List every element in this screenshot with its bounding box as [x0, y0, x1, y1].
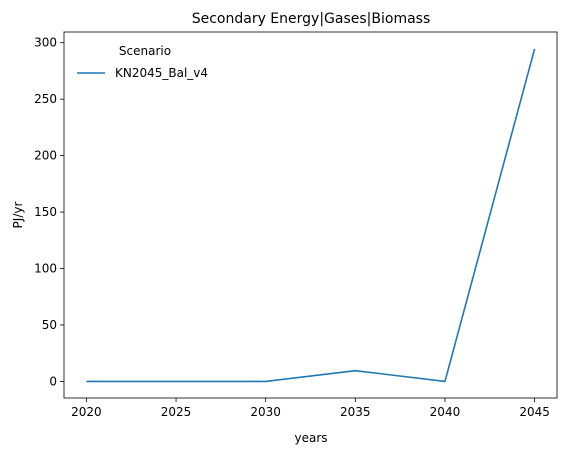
- y-tick-label: 0: [49, 374, 57, 388]
- x-tick-label: 2040: [430, 405, 461, 419]
- y-tick-label: 250: [34, 92, 57, 106]
- y-tick-label: 100: [34, 262, 57, 276]
- plot-frame: [63, 31, 558, 399]
- x-tick-label: 2035: [340, 405, 371, 419]
- legend-title: Scenario: [119, 44, 171, 58]
- x-tick-label: 2025: [161, 405, 192, 419]
- x-axis: 2020 2025 2030 2035 2040 2045: [71, 398, 550, 419]
- plot-area: [63, 31, 558, 399]
- y-tick-label: 150: [34, 205, 57, 219]
- x-axis-label: years: [294, 431, 327, 445]
- y-tick-label: 50: [42, 318, 57, 332]
- legend: Scenario KN2045_Bal_v4: [77, 44, 208, 80]
- legend-entry-kn2045-bal-v4: KN2045_Bal_v4: [115, 66, 208, 80]
- chart-title: Secondary Energy|Gases|Biomass: [192, 11, 431, 27]
- y-tick-label: 200: [34, 149, 57, 163]
- x-tick-label: 2020: [71, 405, 102, 419]
- series-line-kn2045-bal-v4: [86, 48, 536, 383]
- x-tick-label: 2045: [519, 405, 550, 419]
- x-tick-label: 2030: [250, 405, 281, 419]
- series-layer: [86, 48, 536, 383]
- y-axis-label: PJ/yr: [11, 202, 25, 229]
- y-tick-label: 300: [34, 36, 57, 50]
- y-axis: 0 50 100 150 200 250 300: [34, 36, 64, 388]
